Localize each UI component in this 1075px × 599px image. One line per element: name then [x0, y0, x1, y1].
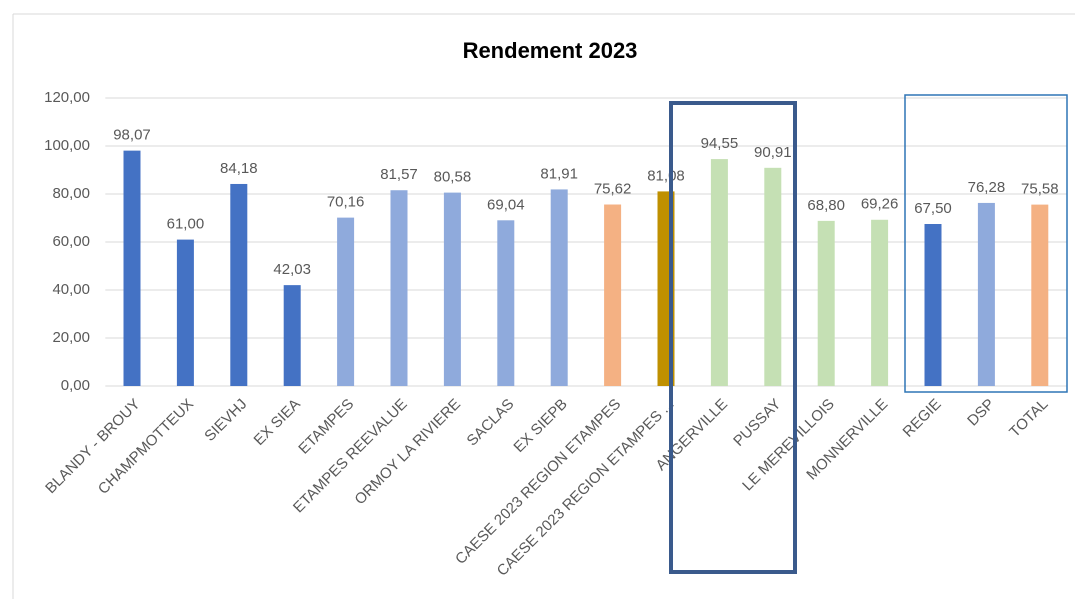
y-tick-label: 120,00	[44, 89, 90, 106]
bar	[283, 285, 301, 386]
bar	[871, 219, 889, 386]
data-label: 68,80	[807, 197, 845, 214]
x-tick-label: SACLAS	[464, 396, 518, 450]
data-label: 81,91	[540, 165, 578, 182]
bar	[817, 220, 835, 386]
chart-title: Rendement 2023	[463, 38, 638, 63]
bar	[1031, 204, 1049, 386]
y-tick-label: 60,00	[52, 233, 90, 250]
bar	[924, 224, 942, 386]
bar	[176, 239, 194, 386]
data-label: 80,58	[434, 169, 472, 186]
x-tick-label: EX SIEA	[251, 396, 304, 449]
bar	[123, 150, 141, 386]
data-label: 69,26	[861, 196, 899, 213]
data-label: 69,04	[487, 196, 525, 213]
highlight-box	[669, 101, 797, 574]
x-tick-label: ORMOY LA RIVIERE	[351, 396, 464, 509]
y-tick-label: 0,00	[61, 377, 90, 394]
x-tick-label: DSP	[964, 396, 998, 430]
data-label: 76,28	[968, 179, 1006, 196]
plot-area: 0,00 20,00 40,00 60,00 80,00 100,00 120,00 BLAN…	[42, 89, 1067, 580]
x-tick-label: BLANDY - BROUY	[42, 396, 143, 497]
bar	[497, 220, 515, 386]
data-label: 84,18	[220, 160, 258, 177]
bar	[337, 217, 355, 386]
y-tick-label: 80,00	[52, 185, 90, 202]
x-tick-label: TOTAL	[1006, 396, 1051, 441]
bar	[443, 192, 461, 386]
bar	[390, 190, 408, 386]
data-label: 42,03	[273, 261, 311, 278]
data-label: 67,50	[914, 200, 952, 217]
x-tick-label: SIEVHJ	[201, 396, 250, 445]
x-tick-label: REGIE	[900, 396, 945, 441]
data-label: 98,07	[113, 127, 151, 144]
data-label: 75,62	[594, 180, 632, 197]
data-label: 90,91	[754, 144, 792, 161]
highlight-box	[904, 94, 1068, 393]
bar	[230, 183, 248, 386]
y-tick-label: 100,00	[44, 137, 90, 154]
x-tick-label: LE MEREVILLOIS	[739, 396, 838, 495]
bar	[764, 167, 782, 386]
data-label: 94,55	[701, 135, 739, 152]
x-tick-label: CHAMPMOTTEUX	[95, 396, 197, 498]
data-label: 61,00	[167, 216, 205, 233]
data-label: 70,16	[327, 194, 365, 211]
y-tick-label: 20,00	[52, 329, 90, 346]
x-tick-label: PUSSAY	[730, 396, 784, 450]
y-tick-label: 40,00	[52, 281, 90, 298]
bar	[604, 204, 622, 386]
bar	[550, 189, 568, 386]
bar	[977, 202, 995, 386]
data-label: 81,57	[380, 166, 418, 183]
data-label: 75,58	[1021, 181, 1059, 198]
data-label: 81,08	[647, 167, 685, 184]
bar	[710, 159, 728, 386]
